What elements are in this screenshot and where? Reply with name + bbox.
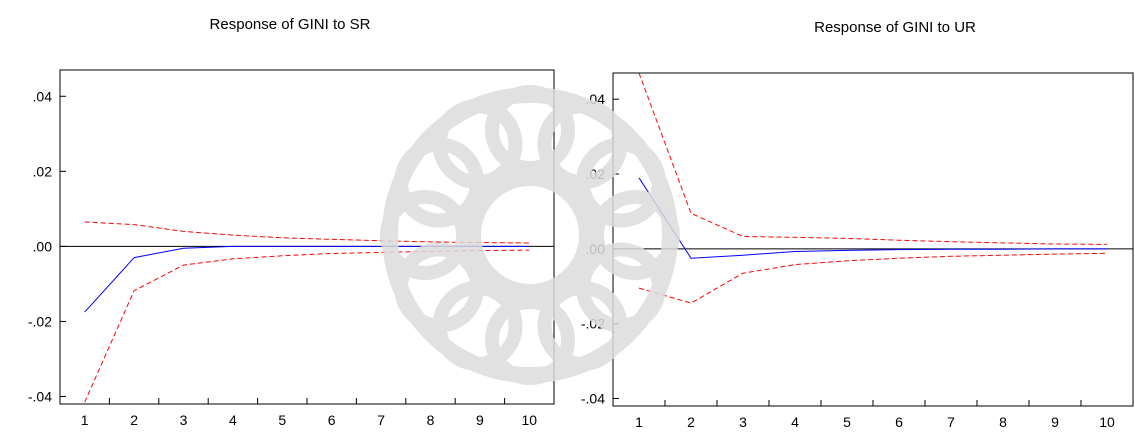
ur-ytick-label: .04 [586,91,606,107]
sr-plot-frame [60,70,554,404]
panel-sr: Response of GINI to SR -.04 -.02 .00 .02 .04 1… [28,16,554,428]
sr-xtick-label: 10 [522,412,538,428]
sr-upper-band-line [85,222,530,243]
ur-xtick-label: 6 [895,414,903,430]
sr-xtick-label: 3 [180,412,188,428]
sr-chart-title: Response of GINI to SR [210,16,371,33]
ur-xtick-label: 8 [999,414,1007,430]
ur-xtick-label: 2 [687,414,695,430]
sr-xtick-label: 1 [81,412,89,428]
ur-xtick-label: 4 [791,414,799,430]
ur-xtick-label: 1 [635,414,643,430]
ur-ytick-label: .02 [586,166,606,182]
sr-xtick-label: 2 [130,412,138,428]
ur-xtick-label: 7 [947,414,955,430]
ur-xtick-label: 3 [739,414,747,430]
sr-response-line [85,246,530,312]
ur-upper-band-line [639,73,1107,244]
ur-xtick-label: 9 [1051,414,1059,430]
ur-ytick-label: .00 [586,241,606,257]
sr-ytick-label: -.04 [28,388,52,404]
sr-xtick-label: 5 [278,412,286,428]
sr-xtick-label: 7 [377,412,385,428]
sr-ytick-label: -.02 [28,313,52,329]
sr-ytick-label: .04 [33,88,53,104]
ur-ytick-label: -.04 [581,391,605,407]
sr-xtick-label: 8 [427,412,435,428]
panel-ur: Response of GINI to UR -.04 -.02 .00 .02 .04 1… [581,19,1133,430]
ur-xtick-label: 10 [1099,414,1115,430]
sr-ytick-label: .00 [33,238,53,254]
sr-ytick-label: .02 [33,163,53,179]
sr-lower-band-line [85,250,530,402]
sr-xtick-label: 4 [229,412,237,428]
ur-xtick-label: 5 [843,414,851,430]
ur-response-line [639,178,1107,258]
sr-xtick-label: 9 [476,412,484,428]
sr-xtick-label: 6 [328,412,336,428]
ur-ytick-label: -.02 [581,316,605,332]
ur-lower-band-line [639,253,1107,303]
ur-chart-title: Response of GINI to UR [814,19,976,36]
